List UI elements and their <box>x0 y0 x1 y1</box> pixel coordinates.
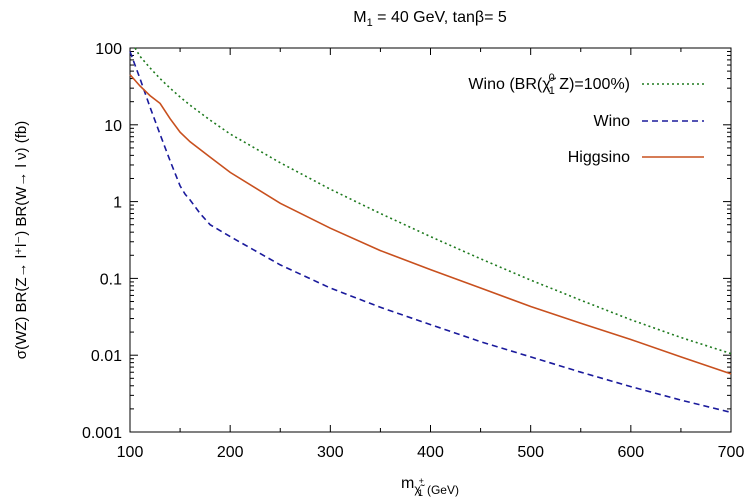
x-axis-label: mχ̃+ 1 (GeV) <box>401 475 459 498</box>
y-tick-label: 0.001 <box>82 425 122 442</box>
x-tick-label: 500 <box>517 444 544 461</box>
series-line-higgsino <box>129 74 732 375</box>
y-tick-label: 10 <box>104 118 122 135</box>
x-tick-label: 400 <box>417 444 444 461</box>
y-axis-label: σ(WZ) BR(Z→ l⁺l⁻) BR(W→ l ν) (fb) <box>13 121 30 359</box>
legend: Wino (BR(χ̃0 1 Z)=100%) Wino Higgsino <box>468 72 704 166</box>
x-tick-label: 600 <box>617 444 644 461</box>
x-tick-label: 200 <box>217 444 244 461</box>
y-tick-label: 0.1 <box>100 271 122 288</box>
axis-ticks: 100 200 300 400 500 600 700 0.001 0.01 0.1 1 10 100 <box>82 41 744 461</box>
chart-title: M1 = 40 GeV, tanβ= 5 <box>353 9 507 29</box>
legend-label: Higgsino <box>568 149 630 166</box>
legend-label: Wino (BR(χ̃0 1 Z)=100%) <box>468 72 630 97</box>
series-line-wino-br-z <box>134 47 732 355</box>
x-tick-label: 300 <box>317 444 344 461</box>
y-tick-label: 1 <box>113 195 122 212</box>
plot-frame <box>129 47 732 433</box>
y-tick-label: 0.01 <box>91 348 122 365</box>
y-tick-label: 100 <box>95 41 122 58</box>
series-line-wino <box>129 51 732 414</box>
legend-label: Wino <box>594 113 631 130</box>
series-layer <box>129 47 732 414</box>
x-tick-label: 700 <box>718 444 745 461</box>
x-tick-label: 100 <box>117 444 144 461</box>
